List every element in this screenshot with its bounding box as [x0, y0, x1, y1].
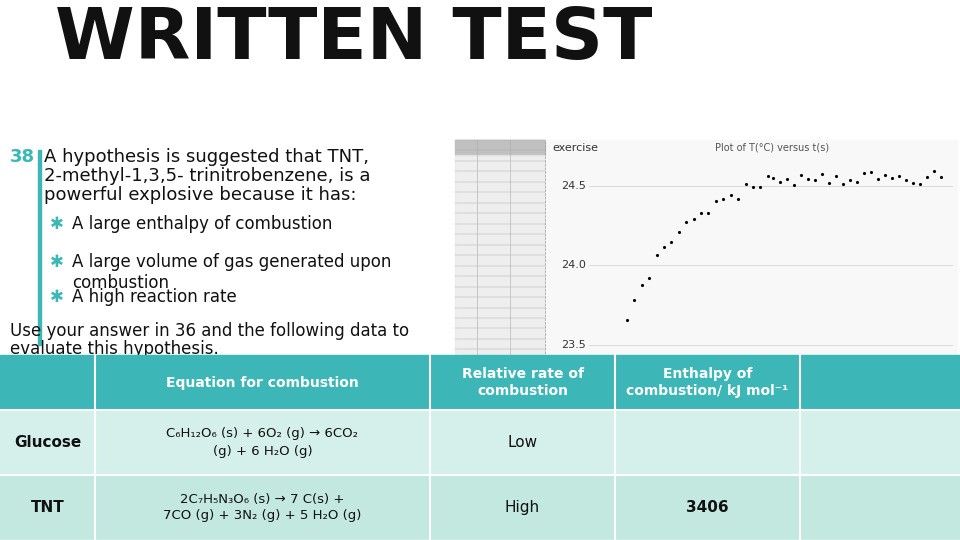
Text: 24.0: 24.0 [562, 260, 586, 271]
Text: A large enthalpy of combustion: A large enthalpy of combustion [72, 215, 332, 233]
Text: Plot of T(°C) versus t(s): Plot of T(°C) versus t(s) [715, 143, 829, 153]
Text: 2C₇H₅N₃O₆ (s) → 7 C(s) +
7CO (g) + 3N₂ (g) + 5 H₂O (g): 2C₇H₅N₃O₆ (s) → 7 C(s) + 7CO (g) + 3N₂ (… [163, 492, 362, 523]
Text: A high reaction rate: A high reaction rate [72, 288, 237, 306]
Text: data above is from an experiment used to measure the enthalpy change: data above is from an experiment used to… [455, 464, 811, 474]
Text: Use your answer in 36 and the following data to: Use your answer in 36 and the following … [10, 322, 409, 340]
Text: exercise: exercise [552, 143, 598, 153]
Text: 38: 38 [10, 148, 36, 166]
Text: Equation for combustion: Equation for combustion [166, 375, 359, 389]
Text: om a data-logging software: om a data-logging software [800, 474, 934, 484]
Text: WRITTEN TEST: WRITTEN TEST [55, 5, 653, 74]
Text: 0: 0 [591, 451, 597, 461]
Text: Glucose: Glucose [13, 435, 82, 450]
Bar [0, 410, 960, 475]
Text: A hypothesis is suggested that TNT,: A hypothesis is suggested that TNT, [44, 148, 369, 166]
Text: t(s): t(s) [763, 449, 778, 458]
Text: Low: Low [508, 435, 538, 450]
Text: ✱: ✱ [50, 288, 64, 306]
Bar [455, 140, 545, 155]
Text: 23.5: 23.5 [562, 340, 586, 350]
Text: High: High [505, 500, 540, 515]
Text: 200: 200 [802, 451, 821, 461]
Bar [455, 155, 545, 475]
Text: 3406: 3406 [686, 500, 729, 515]
Text: Enthalpy of
combustion/ kJ mol⁻¹: Enthalpy of combustion/ kJ mol⁻¹ [626, 367, 788, 398]
Text: ✱: ✱ [50, 253, 64, 271]
Bar [547, 140, 957, 460]
Text: TNT: TNT [31, 500, 64, 515]
Bar [38, 150, 41, 345]
Bar [0, 355, 960, 410]
Text: 23.0: 23.0 [562, 419, 586, 429]
Text: ✱: ✱ [50, 215, 64, 233]
Text: 2-methyl-1,3,5- trinitrobenzene, is a: 2-methyl-1,3,5- trinitrobenzene, is a [44, 167, 371, 185]
Text: Relative rate of
combustion: Relative rate of combustion [462, 367, 584, 398]
Text: powerful explosive because it has:: powerful explosive because it has: [44, 186, 356, 204]
Text: evaluate this hypothesis.: evaluate this hypothesis. [10, 340, 219, 358]
Text: A large volume of gas generated upon
combustion: A large volume of gas generated upon com… [72, 253, 392, 292]
Text: 100: 100 [693, 451, 712, 461]
Text: C₆H₁₂O₆ (s) + 6O₂ (g) → 6CO₂
(g) + 6 H₂O (g): C₆H₁₂O₆ (s) + 6O₂ (g) → 6CO₂ (g) + 6 H₂O… [166, 428, 358, 457]
Text: 300: 300 [910, 451, 928, 461]
Bar [0, 475, 960, 540]
Text: 24.5: 24.5 [562, 181, 586, 191]
Text: for the combustion of 1 mole of glucose (C₆H₁₂O₆(s)).: for the combustion of 1 mole of glucose … [455, 474, 713, 484]
